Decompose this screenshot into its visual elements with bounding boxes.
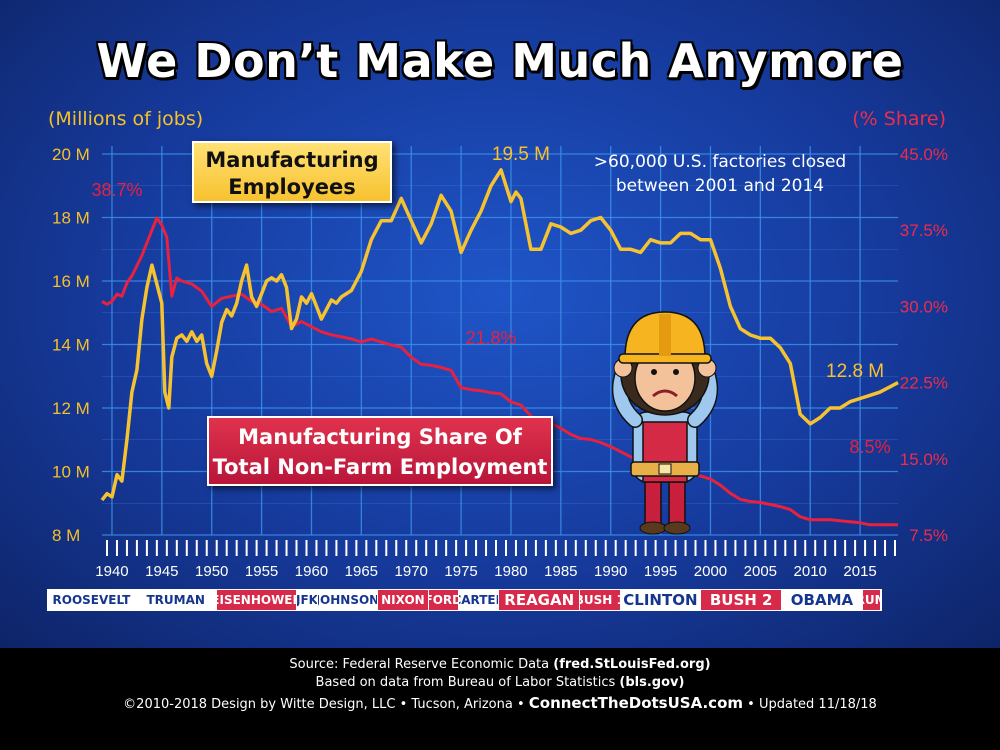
x-tick-label: 1980 (494, 563, 527, 580)
legend-share-line1: Manufacturing Share Of (238, 425, 522, 449)
right-tick-label: 22.5% (900, 374, 948, 393)
president-roosevelt: ROOSEVELT (48, 590, 136, 610)
president-ford: FORD (428, 590, 459, 610)
annotation-peak-employees: 19.5 M (492, 144, 550, 165)
x-tick-label: 2010 (794, 563, 827, 580)
annotation-mid-share: 21.8% (465, 328, 516, 348)
right-tick-label: 37.5% (900, 221, 948, 240)
president-eisenhower: EISENHOWER (216, 590, 298, 610)
president-carter: CARTER (458, 590, 500, 610)
x-tick-label: 1965 (345, 563, 378, 580)
x-tick-label: 1995 (644, 563, 677, 580)
annotation-latest-share: 8.5% (850, 437, 891, 457)
left-tick-label: 18 M (52, 209, 90, 228)
factories-note-line1: >60,000 U.S. factories closed (593, 152, 847, 172)
left-tick-label: 10 M (52, 463, 90, 482)
footer-based-text: Based on data from Bureau of Labor Stati… (315, 675, 616, 690)
footer: Source: Federal Reserve Economic Data (f… (0, 648, 1000, 750)
x-tick-label: 1945 (145, 563, 178, 580)
president-nixon: NIXON (378, 590, 429, 610)
footer-copyright: ©2010-2018 Design by Witte Design, LLC •… (123, 697, 525, 712)
x-tick-label: 2015 (843, 563, 876, 580)
left-tick-label: 16 M (52, 272, 90, 291)
employees-series-line (100, 168, 899, 502)
left-tick-label: 20 M (52, 145, 90, 164)
series-lines (100, 168, 899, 527)
chart-title: We Don’t Make Much Anymore (96, 34, 904, 88)
footer-updated: • Updated 11/18/18 (747, 697, 877, 712)
chart-annotations: 19.5 M 12.8 M 38.7% 21.8% 8.5% (91, 144, 890, 457)
factories-note: >60,000 U.S. factories closed between 20… (570, 150, 870, 198)
x-tick-label: 1960 (295, 563, 328, 580)
right-y-axis: 45.0% 37.5% 30.0% 22.5% 15.0% 7.5% (900, 145, 948, 545)
share-series-line (101, 216, 898, 527)
left-tick-label: 8 M (52, 526, 80, 545)
left-tick-label: 14 M (52, 336, 90, 355)
footer-based: Based on data from Bureau of Labor Stati… (0, 675, 1000, 690)
right-tick-label: 45.0% (900, 145, 948, 164)
x-tick-label: 1975 (444, 563, 477, 580)
president-trump: TRUMP (862, 590, 882, 610)
right-tick-label: 15.0% (900, 450, 948, 469)
president-truman: TRUMAN (135, 590, 217, 610)
x-tick-label: 1955 (245, 563, 278, 580)
president-clinton: CLINTON (620, 590, 702, 610)
x-tick-label: 2000 (694, 563, 727, 580)
right-axis-label: (% Share) (852, 108, 946, 130)
footer-site-link[interactable]: ConnectTheDotsUSA.com (528, 694, 744, 712)
annotation-latest-employees: 12.8 M (826, 361, 884, 382)
x-tick-label: 1950 (195, 563, 228, 580)
footer-based-url[interactable]: (bls.gov) (619, 675, 685, 690)
left-y-axis: 20 M 18 M 16 M 14 M 12 M 10 M 8 M (52, 145, 90, 545)
legend-share: Manufacturing Share Of Total Non-Farm Em… (207, 416, 553, 486)
president-bush-2: BUSH 2 (701, 590, 783, 610)
presidents-timeline: ROOSEVELTTRUMANEISENHOWERJFKJOHNSONNIXON… (47, 589, 882, 611)
x-tick-label: 1990 (594, 563, 627, 580)
president-jfk: JFK (297, 590, 318, 610)
footer-source-url[interactable]: (fred.StLouisFed.org) (553, 657, 711, 672)
worker-illustration (612, 311, 718, 535)
x-tick-label: 2005 (744, 563, 777, 580)
annotation-peak-share: 38.7% (91, 180, 142, 200)
x-tick-label: 1985 (544, 563, 577, 580)
president-johnson: JOHNSON (317, 590, 379, 610)
x-tick-label: 1970 (395, 563, 428, 580)
chart-canvas: 1940 1945 1950 1955 1960 1965 1970 1975 1980 1985… (52, 144, 948, 580)
chart-panel: 1940 1945 1950 1955 1960 1965 1970 1975 1980 1985… (0, 0, 1000, 648)
footer-credits: ©2010-2018 Design by Witte Design, LLC •… (0, 694, 1000, 712)
x-tick-label: 1940 (95, 563, 128, 580)
footer-source-text: Source: Federal Reserve Economic Data (289, 657, 550, 672)
left-tick-label: 12 M (52, 399, 90, 418)
right-tick-label: 7.5% (909, 526, 948, 545)
legend-employees-line2: Employees (228, 175, 356, 199)
president-reagan: REAGAN (499, 590, 581, 610)
right-tick-label: 30.0% (900, 297, 948, 316)
president-obama: OBAMA (782, 590, 863, 610)
left-axis-label: (Millions of jobs) (48, 108, 204, 130)
factories-note-line2: between 2001 and 2014 (615, 176, 825, 196)
president-bush-1: BUSH 1 (580, 590, 621, 610)
legend-employees: Manufacturing Employees (192, 141, 392, 203)
footer-source: Source: Federal Reserve Economic Data (f… (0, 657, 1000, 672)
x-axis-ticks: 1940 1945 1950 1955 1960 1965 1970 1975 1980 1985… (95, 540, 897, 580)
legend-share-line2: Total Non-Farm Employment (212, 455, 548, 479)
legend-employees-line1: Manufacturing (205, 148, 379, 172)
